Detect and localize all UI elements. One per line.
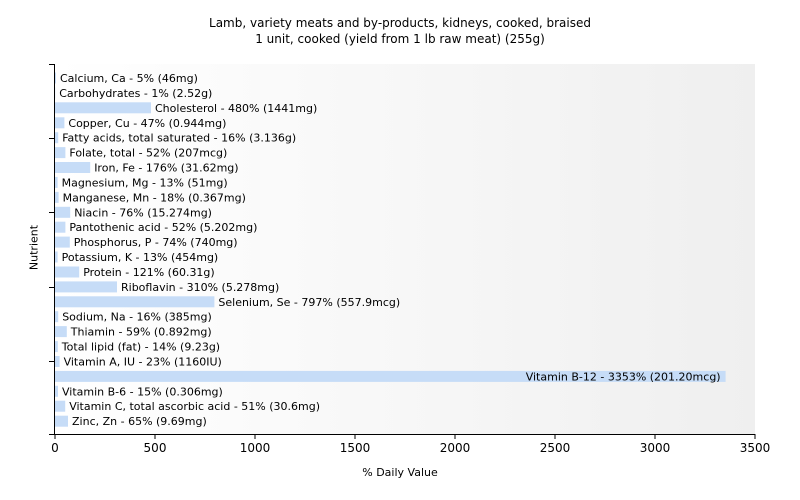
bar [55, 132, 59, 144]
bar [55, 221, 66, 233]
bar [55, 102, 151, 114]
bar-label: Cholesterol - 480% (1441mg) [155, 102, 317, 115]
bar [55, 356, 60, 367]
bar-label: Vitamin C, total ascorbic acid - 51% (30… [69, 400, 320, 413]
bar-label: Vitamin B-12 - 3353% (201.20mcg) [526, 370, 721, 383]
bar-label: Selenium, Se - 797% (557.9mcg) [218, 296, 400, 309]
bar [55, 326, 67, 338]
bar [55, 296, 215, 308]
bar-label: Phosphorus, P - 74% (740mg) [74, 236, 238, 249]
bar-label: Total lipid (fat) - 14% (9.23g) [61, 341, 220, 354]
bar [55, 117, 65, 129]
bar-label: Pantothenic acid - 52% (5.202mg) [69, 221, 257, 234]
bar [55, 191, 59, 203]
x-tick-label: 1000 [240, 441, 271, 455]
bar-label: Vitamin A, IU - 23% (1160IU) [64, 356, 222, 369]
bar [55, 415, 68, 427]
bar-label: Manganese, Mn - 18% (0.367mg) [63, 191, 246, 204]
bar [55, 385, 58, 397]
x-tick-label: 1500 [340, 441, 371, 455]
bar-label: Calcium, Ca - 5% (46mg) [60, 72, 198, 85]
bar-label: Magnesium, Mg - 13% (51mg) [62, 176, 228, 189]
bar [55, 147, 66, 159]
chart-subtitle: 1 unit, cooked (yield from 1 lb raw meat… [255, 32, 545, 46]
bar [55, 370, 726, 382]
bar-label: Sodium, Na - 16% (385mg) [62, 311, 212, 324]
bar [55, 266, 80, 278]
bar [55, 341, 58, 353]
bar-label: Niacin - 76% (15.274mg) [74, 206, 212, 219]
bar-label: Copper, Cu - 47% (0.944mg) [68, 117, 226, 130]
bar [55, 311, 59, 323]
x-tick-label: 3000 [640, 441, 671, 455]
x-tick-label: 2500 [540, 441, 571, 455]
x-axis-label: % Daily Value [362, 466, 438, 479]
bar [55, 72, 56, 84]
bar-label: Thiamin - 59% (0.892mg) [70, 326, 212, 339]
x-tick-label: 500 [144, 441, 167, 455]
bar [55, 236, 70, 248]
bar-label: Folate, total - 52% (207mcg) [69, 147, 227, 160]
x-tick-label: 3500 [740, 441, 771, 455]
x-tick-label: 0 [51, 441, 59, 455]
y-axis-label: Nutrient [27, 224, 41, 271]
x-tick-label: 2000 [440, 441, 471, 455]
chart-title: Lamb, variety meats and by-products, kid… [209, 16, 591, 30]
bar-label: Riboflavin - 310% (5.278mg) [121, 281, 279, 294]
bar-label: Protein - 121% (60.31g) [83, 266, 215, 279]
bar [55, 206, 71, 218]
bar-label: Fatty acids, total saturated - 16% (3.13… [62, 132, 296, 145]
bar [55, 251, 58, 263]
bar [55, 400, 66, 412]
bar [55, 281, 117, 293]
bar-label: Potassium, K - 13% (454mg) [62, 251, 219, 264]
bar [55, 162, 91, 173]
bar-label: Iron, Fe - 176% (31.62mg) [94, 162, 238, 175]
bar [55, 176, 58, 188]
bar-label: Zinc, Zn - 65% (9.69mg) [72, 415, 207, 428]
bar-label: Carbohydrates - 1% (2.52g) [59, 87, 212, 100]
bar-label: Vitamin B-6 - 15% (0.306mg) [62, 385, 223, 398]
